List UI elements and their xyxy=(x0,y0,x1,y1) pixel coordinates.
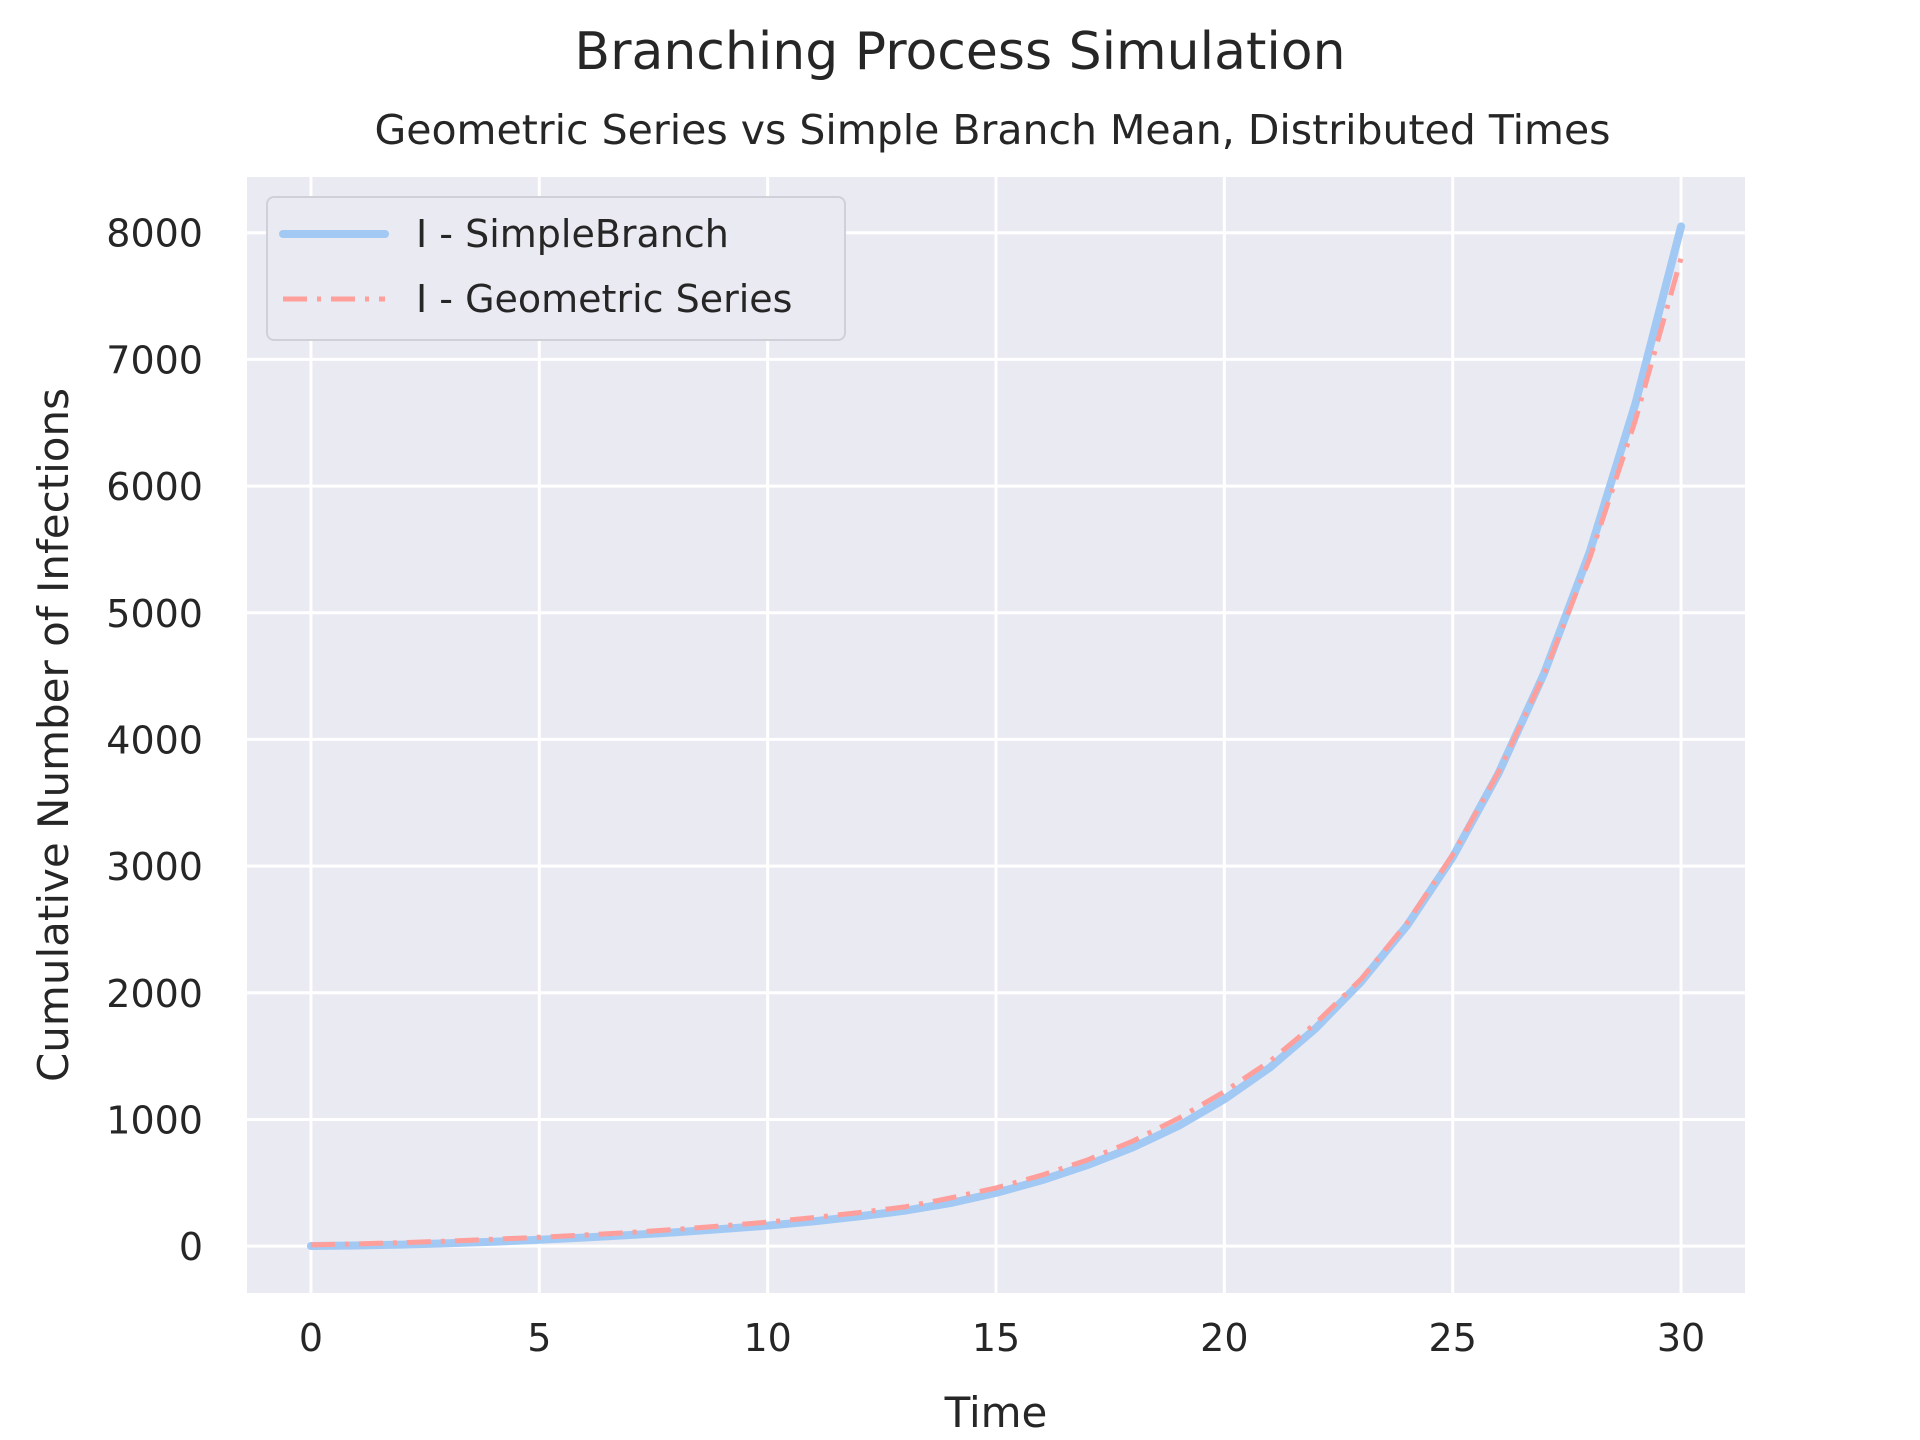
x-tick-label: 20 xyxy=(1200,1316,1248,1360)
x-axis-label: Time xyxy=(944,1388,1048,1437)
y-tick-label: 5000 xyxy=(106,592,203,636)
y-tick-label: 1000 xyxy=(106,1098,203,1142)
grid xyxy=(247,177,1745,1293)
x-tick-label: 0 xyxy=(299,1316,323,1360)
chart-subtitle: Geometric Series vs Simple Branch Mean, … xyxy=(374,106,1611,154)
x-tick-label: 25 xyxy=(1429,1316,1477,1360)
y-tick-label: 3000 xyxy=(106,845,203,889)
x-tick-label: 15 xyxy=(972,1316,1020,1360)
x-tick-label: 30 xyxy=(1657,1316,1705,1360)
y-tick-label: 4000 xyxy=(106,718,203,762)
series-lines xyxy=(306,222,1686,1250)
x-tick-label: 10 xyxy=(743,1316,791,1360)
series-line xyxy=(310,257,1684,1248)
tick-labels: 0 5 10 15 20 25 30 0 1000 2000 3000 4000 5000 6000 700… xyxy=(106,212,1705,1360)
y-tick-label: 2000 xyxy=(106,972,203,1016)
y-tick-label: 7000 xyxy=(106,338,203,382)
legend: I - SimpleBranch I - Geometric Series xyxy=(266,196,846,341)
y-tick-label: 8000 xyxy=(106,212,203,256)
legend-label: I - Geometric Series xyxy=(416,277,792,321)
legend-frame xyxy=(266,196,846,341)
y-tick-label: 0 xyxy=(179,1225,203,1269)
legend-label: I - SimpleBranch xyxy=(416,212,729,256)
x-tick-label: 5 xyxy=(527,1316,551,1360)
chart-title: Branching Process Simulation xyxy=(574,22,1346,82)
y-axis-label: Cumulative Number of Infections xyxy=(29,388,78,1082)
y-tick-label: 6000 xyxy=(106,465,203,509)
